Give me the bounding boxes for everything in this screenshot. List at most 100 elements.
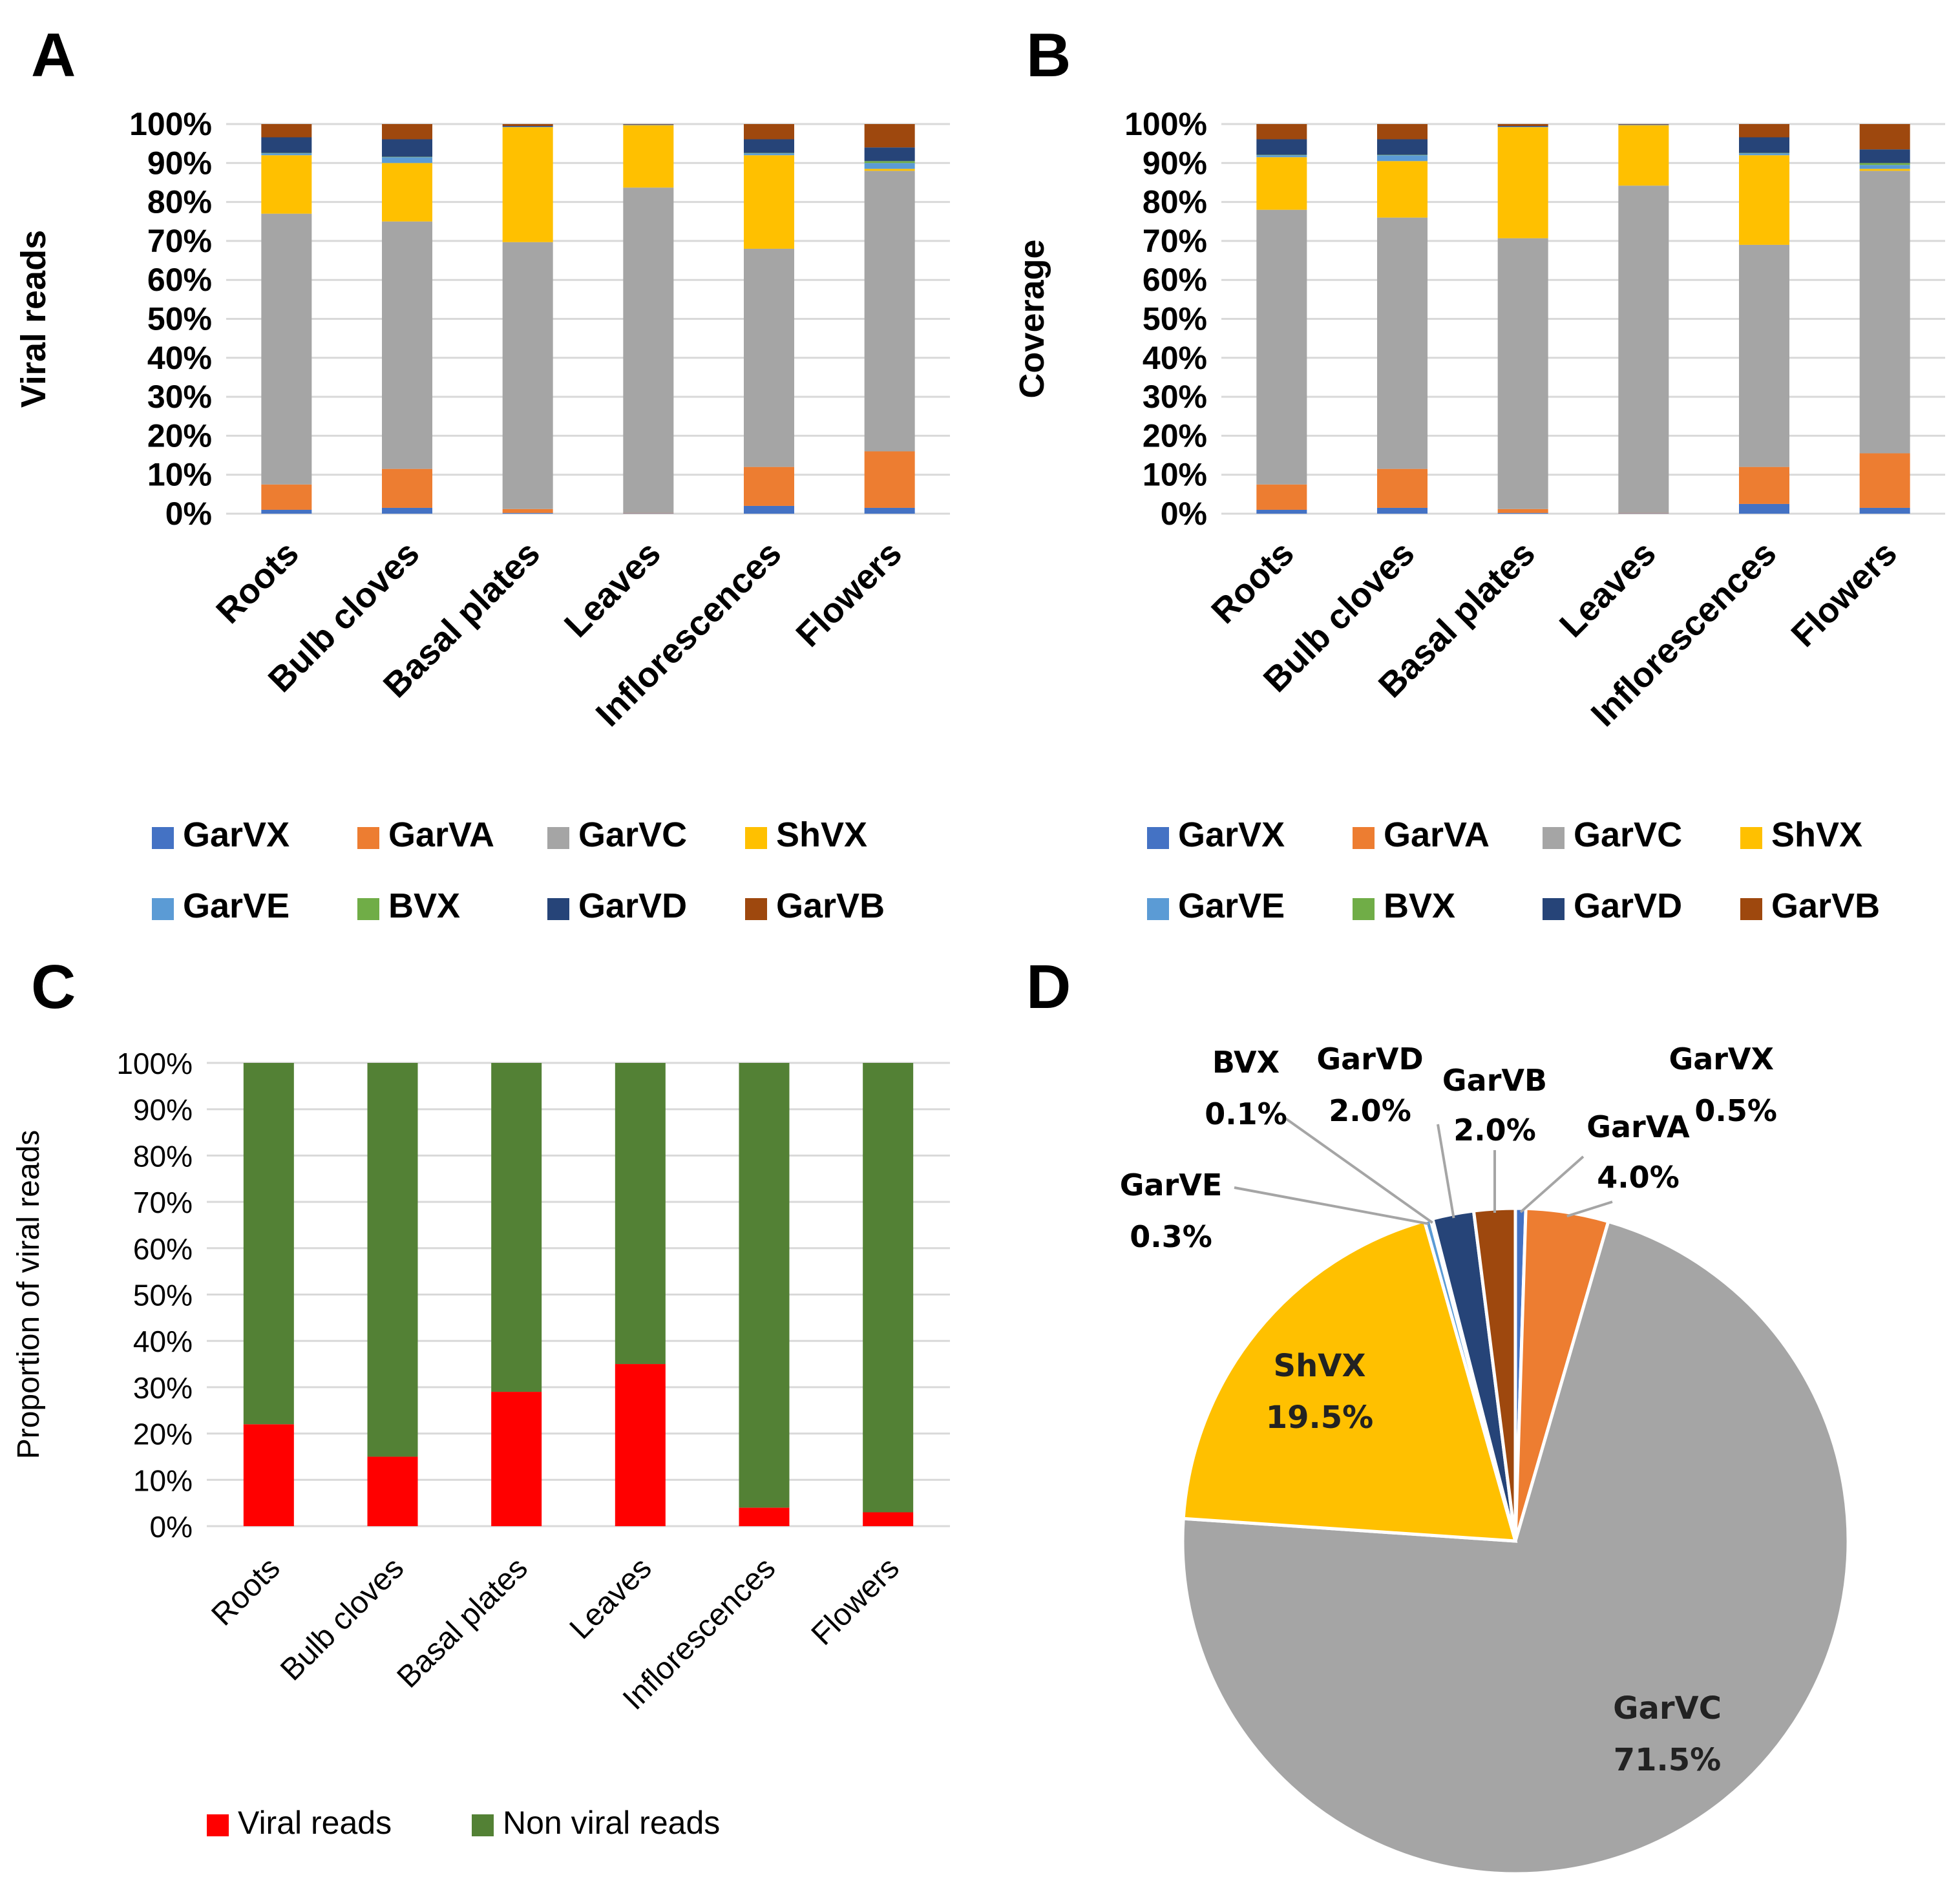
legend-label: GarVD [1574,887,1682,925]
bar-segment-shvx [744,155,794,249]
legend-swatch [1353,898,1375,920]
bar-segment-garvb [1739,124,1789,138]
y-tick-label: 50% [1143,301,1207,337]
bar-segment-bvx [1739,152,1789,154]
y-tick-label: 60% [147,262,212,298]
bar-segment-garvd [1739,137,1789,153]
y-tick-label: 50% [133,1279,193,1312]
y-tick-label: 20% [147,417,212,454]
pie-slice-value: 19.5% [1266,1400,1374,1436]
legend-swatch [1543,898,1565,920]
y-tick-label: 20% [1143,417,1207,454]
legend-swatch [745,898,767,920]
bar-segment-garvb [1497,124,1548,127]
y-tick-label: 80% [147,184,212,220]
y-tick-label: 60% [133,1232,193,1266]
y-tick-label: 10% [133,1464,193,1497]
bar-segment-non-viral-reads [739,1063,790,1508]
bar-segment-garve [382,157,432,163]
y-tick-label: 40% [1143,340,1207,376]
bar-segment-garvb [623,124,674,125]
legend-swatch [1740,827,1762,849]
y-tick-label: 100% [1124,106,1207,142]
bar-segment-bvx [382,156,432,158]
legend-swatch [547,827,569,849]
x-tick-label: Flowers [805,1551,906,1652]
legend-swatch [357,898,379,920]
chart-d-pie: GarVX 0.5%GarVA 4.0% GarVC 71.5% ShVX 19.5% Gar… [1120,1042,1850,1876]
pie-slice-name: ShVX [1274,1348,1366,1384]
legend-label: GarVC [1574,815,1682,854]
pie-slice-garvc [1181,1219,1850,1876]
y-tick-label: 50% [147,301,212,337]
bar-segment-garvd [864,147,915,162]
bar-segment-garve [1256,155,1307,158]
bar-segment-garvx [382,507,432,514]
pie-slice-value: 0.5% [1694,1093,1777,1128]
legend-swatch [745,827,767,849]
bar-segment-bvx [1377,154,1428,156]
bar-segment-garva [1256,484,1307,510]
legend-label: BVX [388,887,460,925]
legend-swatch [152,898,174,920]
x-tick-label: Flowers [1784,534,1904,655]
bar-segment-garvb [864,124,915,148]
pie-leader-line [1234,1186,1429,1226]
bar-segment-non-viral-reads [243,1063,294,1425]
bar-segment-garvc [1256,209,1307,485]
pie-slice-value: 4.0% [1597,1160,1680,1195]
bar-segment-garvd [261,137,312,153]
y-tick-label: 40% [147,340,212,376]
bar-segment-shvx [502,127,553,242]
bar-segment-garvx [744,505,794,514]
bar-segment-garvx [1739,503,1789,514]
bar-segment-shvx [1497,127,1548,238]
bar-segment-garve [1377,155,1428,162]
panel-label-c: C [31,952,76,1022]
y-tick-label: 30% [133,1371,193,1405]
bar-segment-garva [1377,468,1428,508]
bar-segment-garvx [1497,512,1548,514]
y-tick-label: 100% [116,1047,193,1080]
bar-segment-garvb [261,124,312,138]
bar-segment-garva [261,484,312,510]
bar-segment-garvx [261,509,312,514]
x-tick-label: Leaves [564,1551,659,1646]
bar-segment-garvx [1618,513,1669,514]
bar-segment-viral-reads [863,1512,914,1526]
y-tick-label: 40% [133,1325,193,1358]
bar-segment-garva [1739,467,1789,504]
bar-segment-garva [1618,512,1669,514]
bar-segment-shvx [1618,125,1669,186]
bar-segment-bvx [744,152,794,154]
bar-segment-garve [1739,153,1789,156]
bar-segment-shvx [623,125,674,188]
x-tick-label: Roots [205,1551,286,1632]
bar-segment-garva [1859,453,1910,508]
y-tick-label: 20% [133,1418,193,1451]
y-tick-label: 10% [147,457,212,493]
legend-swatch [152,827,174,849]
bar-segment-garve [261,153,312,156]
legend-label: GarVD [578,887,687,925]
pie-slice-name: GarVX [1669,1042,1774,1076]
pie-slice-value: 0.3% [1130,1219,1212,1254]
pie-leader-line [1519,1155,1585,1213]
legend-label: ShVX [776,815,867,854]
y-axis-label: Coverage [1013,239,1051,398]
legend-swatch [207,1814,229,1836]
pie-slice-name: GarVD [1316,1042,1423,1076]
legend-label: GarVE [1178,887,1285,925]
y-tick-label: 10% [1143,457,1207,493]
y-tick-label: 0% [1161,496,1207,532]
x-tick-label: Bulb cloves [274,1551,410,1687]
bar-segment-bvx [1859,163,1910,165]
y-tick-label: 80% [133,1139,193,1173]
bar-segment-garva [382,468,432,508]
legend-swatch [1353,827,1375,849]
y-tick-label: 100% [129,106,212,142]
y-tick-label: 0% [165,496,212,532]
bar-segment-viral-reads [491,1392,542,1526]
bar-segment-garvx [502,512,553,514]
